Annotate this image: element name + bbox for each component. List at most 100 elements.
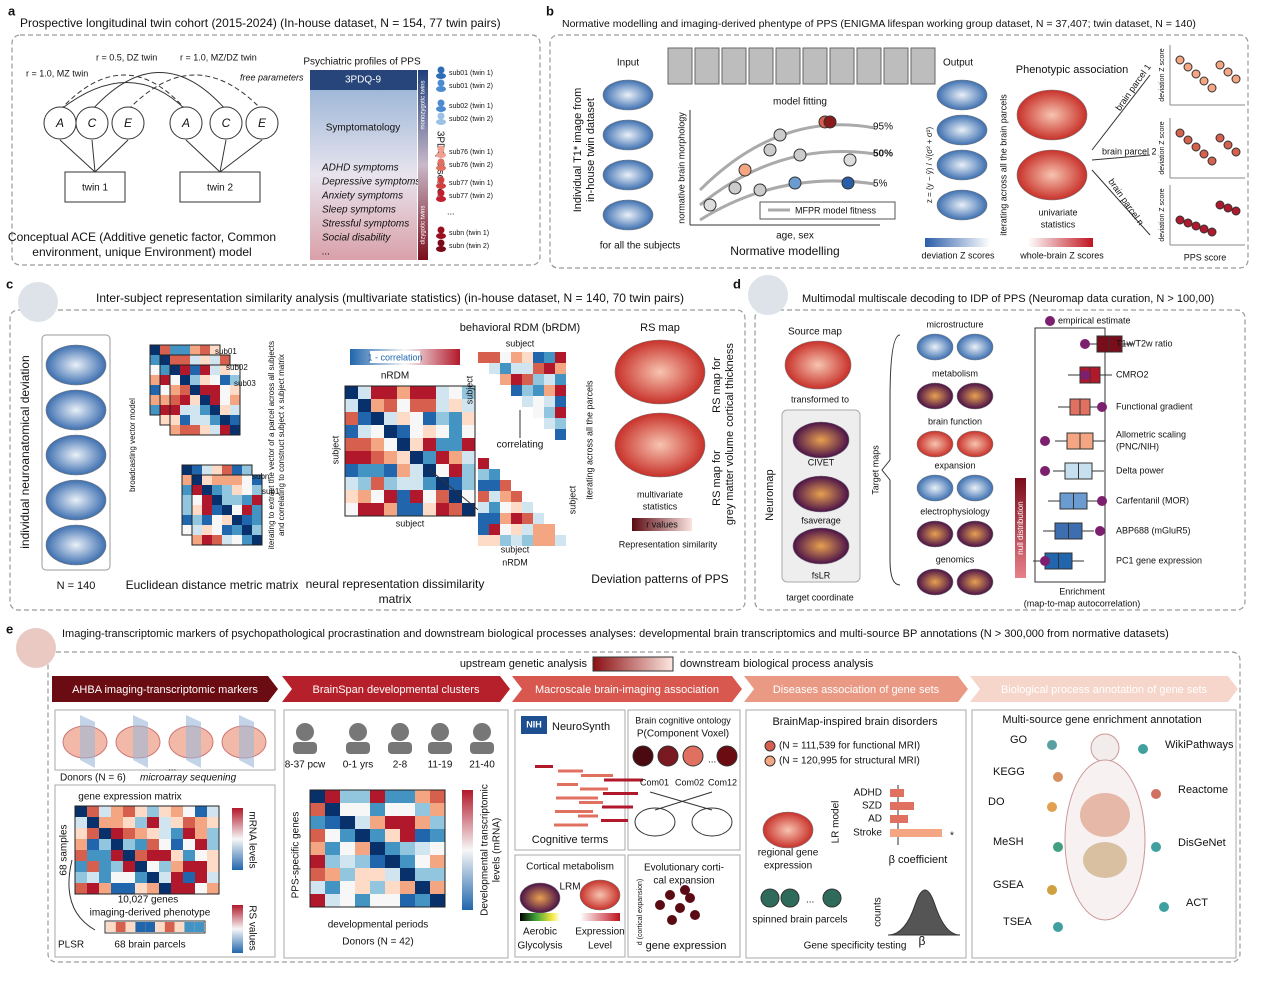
scatter-dot: [690, 910, 700, 920]
heatmap-cell: [410, 425, 423, 438]
heatmap-cell: [358, 438, 371, 451]
subject-point: [1191, 69, 1201, 79]
heatmap-cell: [345, 438, 358, 451]
label: Com12: [708, 777, 737, 787]
heatmap-cell: [397, 477, 410, 490]
heatmap-cell: [180, 415, 190, 425]
label: counts: [873, 897, 884, 926]
node-label: E: [258, 116, 267, 130]
label: Com02: [675, 777, 704, 787]
heatmap-cell: [385, 855, 400, 868]
heatmap-cell: [430, 842, 445, 855]
header-label: AHBA imaging-transcriptomic markers: [72, 684, 258, 696]
profile-box: [310, 90, 417, 260]
heatmap-cell: [478, 524, 489, 535]
heatmap-cell: [400, 855, 415, 868]
empirical-dot: [1097, 496, 1107, 506]
label: LRM: [559, 882, 580, 893]
heatmap-cell: [200, 365, 210, 375]
person-icon: [436, 233, 446, 239]
heatmap-cell: [400, 881, 415, 894]
heatmap-cell: [462, 399, 475, 412]
age-icon: [293, 742, 317, 754]
heatmap-cell: [478, 480, 489, 491]
label: T1w/T2w ratio: [1116, 338, 1173, 348]
brain-map: [916, 430, 954, 458]
label: sub01 (twin 2): [449, 83, 493, 90]
heatmap-cell: [195, 850, 207, 861]
brain-map: [916, 520, 954, 548]
heatmap-cell: [212, 505, 222, 515]
heatmap-cell: [533, 374, 544, 385]
label: brain parcel 2: [1102, 146, 1157, 156]
heatmap-cell: [325, 894, 340, 907]
sub-box: [971, 709, 1237, 959]
heatmap-cell: [423, 503, 436, 516]
heatmap-cell: [489, 352, 500, 363]
mri-slice: [829, 47, 855, 85]
heatmap-cell: [489, 524, 500, 535]
heatmap-cell: [75, 850, 87, 861]
heatmap-cell: [355, 842, 370, 855]
heatmap-cell: [511, 374, 522, 385]
heatmap-cell: [430, 803, 445, 816]
heatmap-cell: [400, 842, 415, 855]
label: whole-brain Z scores: [1019, 250, 1104, 260]
brain-map: [602, 199, 654, 231]
empirical-dot: [1040, 556, 1050, 566]
label: and correlating to construct subject x s…: [277, 354, 286, 536]
heatmap-cell: [371, 386, 384, 399]
label: electrophysiology: [920, 506, 990, 516]
brain-map: [1016, 149, 1088, 201]
heatmap-cell: [230, 385, 240, 395]
label: for all the subjects: [600, 241, 681, 252]
heatmap-cell: [345, 425, 358, 438]
heatmap-cell: [430, 816, 445, 829]
heatmap-cell: [230, 425, 240, 435]
label: r = 1.0, MZ/DZ twin: [180, 52, 257, 62]
heatmap-cell: [370, 868, 385, 881]
label: Evolutionary corti-: [644, 863, 724, 874]
colorbar: [632, 518, 692, 531]
label: LR model: [831, 801, 842, 844]
heatmap-cell: [345, 490, 358, 503]
heatmap-cell: [533, 524, 544, 535]
heatmap-cell: [555, 396, 566, 407]
heatmap-cell: [500, 502, 511, 513]
label: subn (twin 2): [449, 243, 489, 250]
colorbar: [520, 913, 560, 921]
subject-point: [1215, 200, 1225, 210]
label: Multi-source gene enrichment annotation: [1002, 714, 1201, 726]
label: PLSR: [58, 940, 84, 951]
heatmap-cell: [384, 490, 397, 503]
heatmap-cell: [415, 855, 430, 868]
heatmap-cell: [436, 490, 449, 503]
heatmap-cell: [325, 881, 340, 894]
heatmap-cell: [200, 375, 210, 385]
label: TSEA: [1003, 916, 1032, 928]
arrow: [219, 139, 263, 173]
sub-box: [54, 784, 276, 958]
heatmap-cell: [544, 352, 555, 363]
heatmap-cell: [159, 883, 171, 894]
heatmap-cell: [195, 861, 207, 872]
label: empirical estimate: [1058, 315, 1131, 325]
heatmap-cell: [147, 883, 159, 894]
legend-dot: [1045, 316, 1055, 326]
heatmap-cell: [150, 345, 160, 355]
heatmap-cell: [123, 872, 135, 883]
heatmap-cell: [384, 412, 397, 425]
label: *: [950, 831, 954, 842]
heatmap-cell: [150, 395, 160, 405]
label: deviation Z score: [1159, 188, 1166, 241]
word-cloud-mark: [603, 792, 638, 795]
panel-title: Multimodal multiscale decoding to IDP of…: [802, 293, 1214, 305]
colorbar: [580, 913, 620, 921]
person-icon: [436, 106, 446, 112]
header-label: Macroscale brain-imaging association: [535, 684, 719, 696]
word-cloud-mark: [579, 801, 603, 804]
component-dot: [682, 745, 704, 767]
heatmap-cell: [384, 503, 397, 516]
brain-map: [956, 333, 994, 361]
panel-letter: a: [8, 3, 16, 18]
